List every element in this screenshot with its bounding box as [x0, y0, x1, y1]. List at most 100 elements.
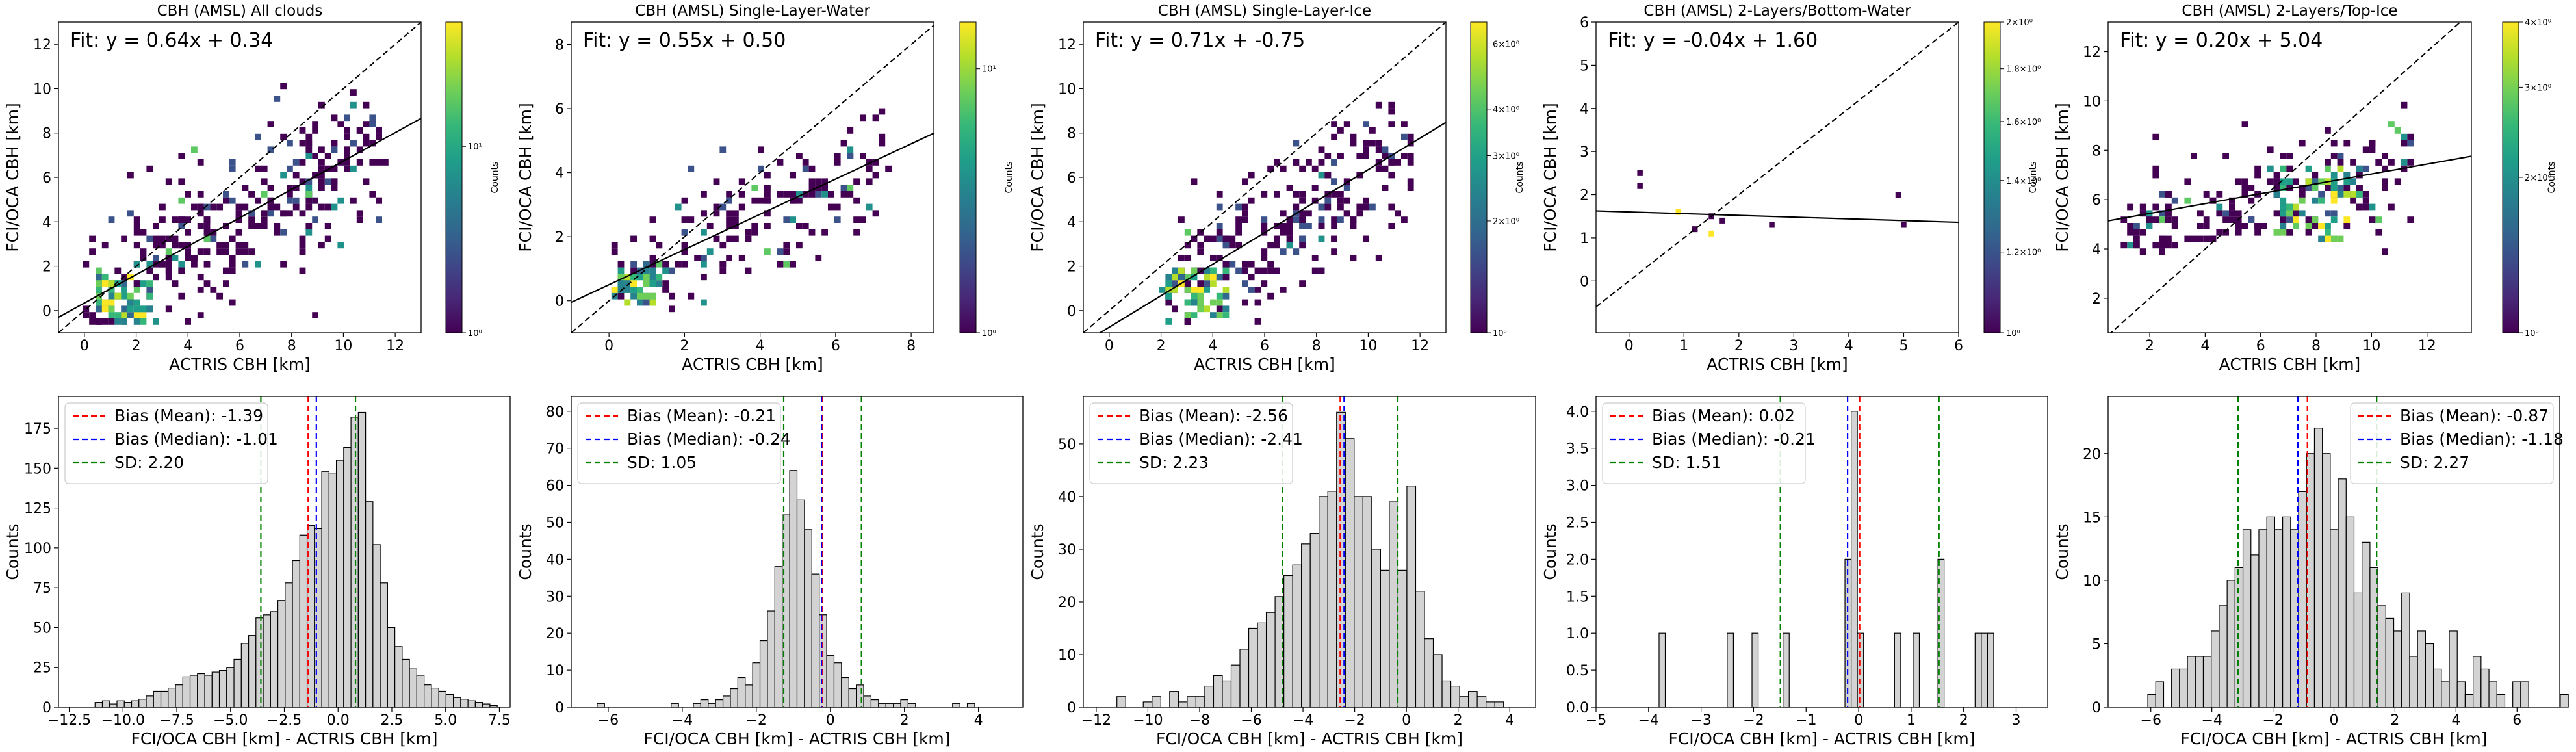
heatmap-cell — [669, 292, 675, 300]
heatmap-cell — [229, 255, 236, 261]
heatmap-cell — [2407, 216, 2414, 223]
heatmap-cell — [299, 159, 306, 166]
heatmap-cell — [2337, 185, 2344, 191]
heatmap-cell — [1242, 267, 1248, 274]
y-tick-label: 12 — [33, 37, 51, 53]
heatmap-cell — [2159, 191, 2165, 198]
heatmap-cell — [108, 280, 115, 287]
y-tick-label: 1.0 — [1566, 626, 1589, 642]
histogram-bar — [893, 703, 901, 708]
heatmap-cell — [1280, 287, 1287, 293]
heatmap-cell — [1382, 165, 1389, 172]
heatmap-cell — [1165, 280, 1172, 287]
heatmap-cell — [630, 280, 637, 287]
y-axis-label: FCI/OCA CBH [km] — [1541, 103, 1560, 252]
heatmap-cell — [2280, 153, 2287, 159]
heatmap-cell — [96, 267, 102, 274]
heatmap-cell — [165, 248, 172, 255]
heatmap-cell — [274, 223, 281, 229]
heatmap-cell — [630, 261, 637, 268]
heatmap-cell — [821, 185, 828, 191]
histogram-bar — [453, 697, 461, 708]
heatmap-cell — [2127, 203, 2133, 211]
heatmap-cell — [1222, 312, 1230, 318]
x-tick-label: 6 — [2256, 338, 2265, 354]
histogram-bar — [1913, 632, 1920, 708]
heatmap-cell — [821, 178, 828, 185]
histogram-bar — [2520, 681, 2529, 708]
y-tick-label: 6 — [1067, 170, 1076, 187]
heatmap-cell — [114, 312, 122, 318]
fit-equation: Fit: y = 0.71x + -0.75 — [1095, 29, 1305, 52]
heatmap-cell — [2222, 153, 2229, 159]
heatmap-cell — [2369, 216, 2376, 223]
heatmap-cell — [1318, 146, 1325, 153]
heatmap-panel: CBH (AMSL) All clouds 0 2 4 6 8 10 12 0 2 4 6 8 10 12 A… — [3, 3, 500, 374]
y-tick-label: 0 — [2092, 700, 2101, 716]
colorbar-tick-label: 4×10⁰ — [1493, 105, 1519, 115]
heatmap-cell — [1261, 255, 1268, 261]
histogram-bar — [218, 670, 227, 708]
heatmap-cell — [185, 318, 191, 325]
heatmap-cell — [630, 274, 637, 281]
heatmap-cell — [1216, 255, 1223, 261]
heatmap-cell — [242, 261, 249, 268]
heatmap-cell — [159, 203, 166, 211]
histogram-bar — [1327, 491, 1337, 708]
heatmap-cell — [1369, 127, 1376, 134]
heatmap-cell — [356, 146, 363, 153]
heatmap-cell — [2330, 185, 2338, 191]
histogram-bar — [197, 673, 205, 708]
heatmap-cell — [758, 197, 764, 204]
heatmap-cell — [1222, 242, 1230, 249]
heatmap-cell — [165, 267, 172, 274]
heatmap-cell — [777, 159, 784, 166]
heatmap-cell — [2165, 191, 2172, 198]
heatmap-cell — [2254, 172, 2261, 179]
heatmap-cell — [235, 216, 242, 223]
heatmap-cell — [363, 101, 370, 109]
heatmap-cell — [2401, 133, 2408, 140]
heatmap-cell — [2222, 210, 2229, 217]
heatmap-cell — [1337, 153, 1344, 159]
y-axis-label: FCI/OCA CBH [km] — [1028, 103, 1047, 252]
histogram-bar — [335, 460, 344, 708]
x-tick-label: −2 — [1344, 712, 1365, 729]
heatmap-cell — [643, 299, 650, 306]
heatmap-cell — [1280, 248, 1287, 255]
heatmap-cell — [146, 267, 153, 274]
heatmap-cell — [2120, 216, 2128, 223]
histogram-bar — [2274, 529, 2284, 708]
heatmap-cell — [356, 127, 363, 134]
heatmap-cell — [2197, 223, 2204, 229]
colorbar-label: Counts — [1004, 162, 1014, 194]
fit-line — [571, 132, 934, 304]
histogram-bar — [2560, 694, 2569, 708]
heatmap-cell — [1363, 203, 1369, 211]
legend: Bias (Mean): -0.87 Bias (Median): -1.18 SD… — [2350, 402, 2564, 484]
legend-box — [1602, 402, 1806, 484]
heatmap-cell — [2337, 191, 2344, 198]
heatmap-cell — [1267, 165, 1274, 172]
heatmap-cell — [726, 255, 732, 261]
histogram-bar — [1169, 691, 1179, 708]
histogram-bar — [467, 700, 476, 708]
one-to-one-line — [571, 25, 934, 333]
heatmap-cell — [2184, 235, 2191, 242]
heatmap-cell — [382, 159, 389, 166]
heatmap-cell — [2133, 223, 2140, 229]
heatmap-cell — [701, 210, 707, 217]
x-tick-label: 6 — [2512, 712, 2521, 729]
heatmap-cell — [808, 229, 816, 236]
heatmap-cell — [1242, 261, 1248, 268]
heatmap-cell — [292, 203, 300, 211]
heatmap-cell — [662, 267, 669, 274]
histogram-bar — [2488, 681, 2497, 708]
heatmap-cell — [713, 178, 720, 185]
heatmap-cell — [2343, 178, 2351, 185]
heatmap-cell — [2127, 229, 2133, 236]
heatmap-cell — [299, 210, 306, 217]
heatmap-cell — [229, 299, 236, 306]
colorbar-label: Counts — [2028, 162, 2039, 194]
histogram-bar — [1309, 533, 1320, 708]
